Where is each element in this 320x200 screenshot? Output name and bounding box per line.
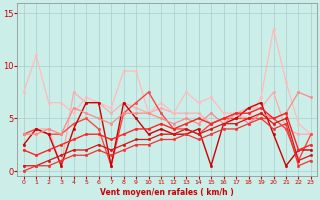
X-axis label: Vent moyen/en rafales ( km/h ): Vent moyen/en rafales ( km/h ) <box>100 188 234 197</box>
